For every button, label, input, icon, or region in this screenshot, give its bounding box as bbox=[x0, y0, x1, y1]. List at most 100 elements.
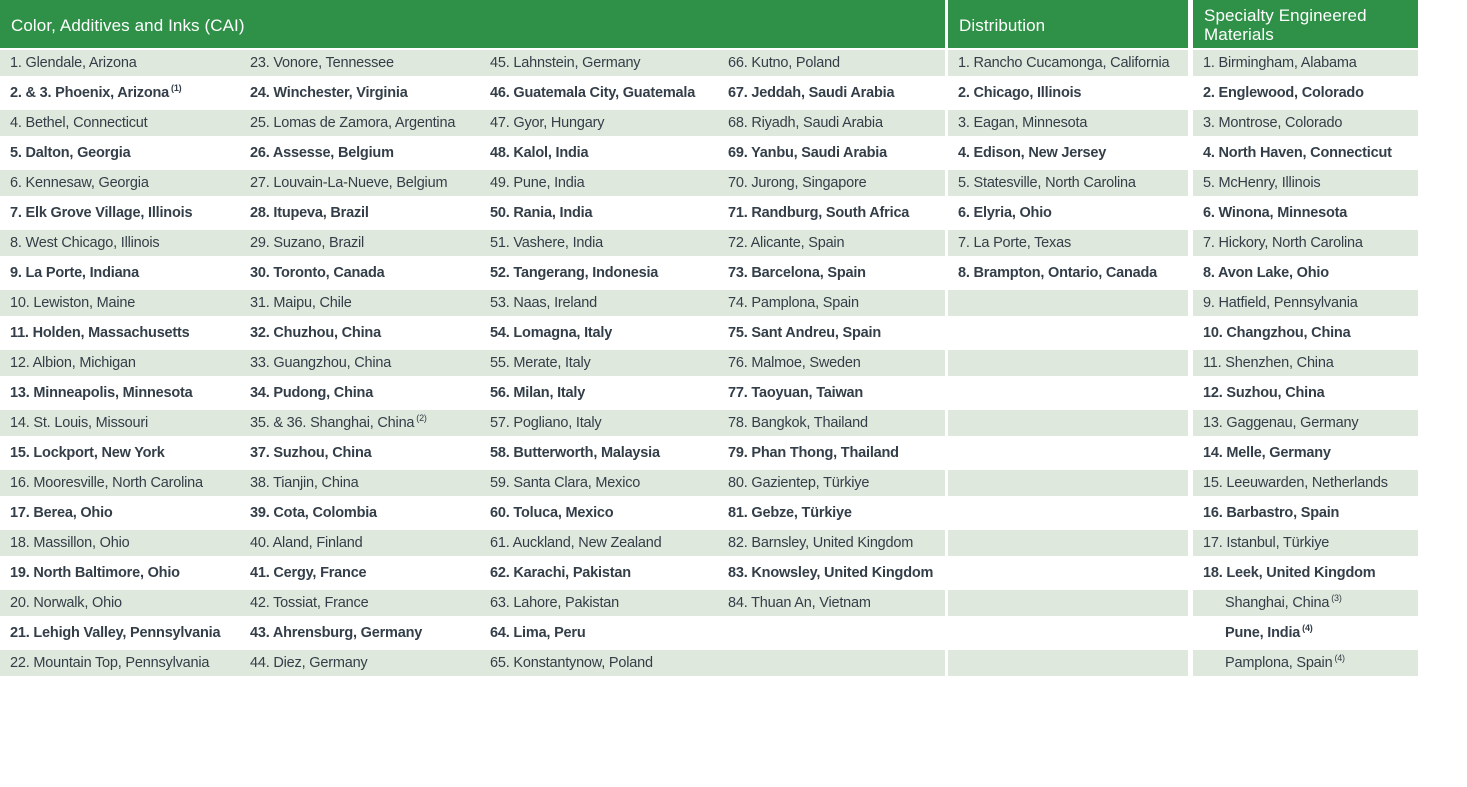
location-text: Pune, India (4) bbox=[1225, 623, 1313, 642]
location-text: 83. Knowsley, United Kingdom bbox=[728, 565, 934, 581]
location-text: 40. Aland, Finland bbox=[250, 535, 363, 551]
location-text: 77. Taoyuan, Taiwan bbox=[728, 385, 864, 401]
location-cell: 69. Yanbu, Saudi Arabia bbox=[718, 138, 945, 168]
location-cell: 31. Maipu, Chile bbox=[240, 288, 480, 318]
table-row: 17. Istanbul, Türkiye bbox=[1193, 528, 1418, 558]
location-text: 54. Lomagna, Italy bbox=[490, 325, 613, 341]
location-text: 51. Vashere, India bbox=[490, 235, 604, 251]
location-text: 59. Santa Clara, Mexico bbox=[490, 475, 641, 491]
location-text: 53. Naas, Ireland bbox=[490, 295, 598, 311]
location-text: 49. Pune, India bbox=[490, 175, 585, 191]
location-cell: 44. Diez, Germany bbox=[240, 648, 480, 678]
location-text: 72. Alicante, Spain bbox=[728, 235, 845, 251]
location-cell: 10. Changzhou, China bbox=[1193, 318, 1418, 348]
location-cell: 21. Lehigh Valley, Pennsylvania bbox=[0, 618, 240, 648]
table-row: 10. Lewiston, Maine 31. Maipu, Chile 53. N… bbox=[0, 288, 945, 318]
footnote-marker: (2) bbox=[416, 413, 427, 423]
location-text: 4. Bethel, Connecticut bbox=[10, 115, 148, 131]
location-cell: 74. Pamplona, Spain bbox=[718, 288, 945, 318]
location-cell: 32. Chuzhou, China bbox=[240, 318, 480, 348]
empty-cell bbox=[948, 618, 1188, 648]
location-text: 7. La Porte, Texas bbox=[958, 235, 1072, 251]
location-cell: 1. Birmingham, Alabama bbox=[1193, 48, 1418, 78]
location-text: 8. West Chicago, Illinois bbox=[10, 235, 160, 251]
location-cell: Shanghai, China (3) bbox=[1193, 588, 1418, 618]
location-text: 75. Sant Andreu, Spain bbox=[728, 325, 881, 341]
footnote-marker: (4) bbox=[1334, 653, 1345, 663]
location-cell: 49. Pune, India bbox=[480, 168, 718, 198]
location-text: 7. Hickory, North Carolina bbox=[1203, 235, 1363, 251]
location-text: 17. Istanbul, Türkiye bbox=[1203, 535, 1330, 551]
table-row bbox=[948, 648, 1188, 678]
location-text: 1. Birmingham, Alabama bbox=[1203, 55, 1357, 71]
table-row: 5. Statesville, North Carolina bbox=[948, 168, 1188, 198]
location-cell: 73. Barcelona, Spain bbox=[718, 258, 945, 288]
location-text: 61. Auckland, New Zealand bbox=[490, 535, 662, 551]
location-text: 32. Chuzhou, China bbox=[250, 325, 381, 341]
table-row bbox=[948, 438, 1188, 468]
location-cell: 7. Hickory, North Carolina bbox=[1193, 228, 1418, 258]
table-row: 14. St. Louis, Missouri 35. & 36. Shangha… bbox=[0, 408, 945, 438]
location-cell: 19. North Baltimore, Ohio bbox=[0, 558, 240, 588]
location-cell: 33. Guangzhou, China bbox=[240, 348, 480, 378]
location-cell: 2. & 3. Phoenix, Arizona (1) bbox=[0, 78, 240, 108]
location-cell: 64. Lima, Peru bbox=[480, 618, 718, 648]
section-sem: Specialty Engineered Materials 1. Birmin… bbox=[1193, 0, 1418, 678]
empty-cell bbox=[948, 468, 1188, 498]
empty-cell bbox=[948, 378, 1188, 408]
table-row bbox=[948, 318, 1188, 348]
table-row: 6. Elyria, Ohio bbox=[948, 198, 1188, 228]
location-text: 29. Suzano, Brazil bbox=[250, 235, 365, 251]
location-text: 13. Minneapolis, Minnesota bbox=[10, 385, 193, 401]
location-text: 10. Changzhou, China bbox=[1203, 325, 1351, 341]
location-text: 71. Randburg, South Africa bbox=[728, 205, 910, 221]
location-cell: 40. Aland, Finland bbox=[240, 528, 480, 558]
location-text: 62. Karachi, Pakistan bbox=[490, 565, 631, 581]
location-cell: 46. Guatemala City, Guatemala bbox=[480, 78, 718, 108]
table-row: 14. Melle, Germany bbox=[1193, 438, 1418, 468]
location-cell: 11. Holden, Massachusetts bbox=[0, 318, 240, 348]
table-row: 10. Changzhou, China bbox=[1193, 318, 1418, 348]
location-text: 11. Holden, Massachusetts bbox=[10, 325, 190, 341]
location-text: 19. North Baltimore, Ohio bbox=[10, 565, 180, 581]
location-cell: 4. Edison, New Jersey bbox=[948, 138, 1188, 168]
location-text: 18. Leek, United Kingdom bbox=[1203, 565, 1376, 581]
section-body-cai: 1. Glendale, Arizona 23. Vonore, Tennesse… bbox=[0, 48, 945, 678]
table-row: 8. Avon Lake, Ohio bbox=[1193, 258, 1418, 288]
location-cell: 6. Elyria, Ohio bbox=[948, 198, 1188, 228]
location-text: 43. Ahrensburg, Germany bbox=[250, 625, 423, 641]
location-text: 1. Glendale, Arizona bbox=[10, 55, 137, 71]
location-text: 11. Shenzhen, China bbox=[1203, 355, 1334, 371]
section-distribution: Distribution 1. Rancho Cucamonga, Califo… bbox=[948, 0, 1188, 678]
location-cell: 13. Gaggenau, Germany bbox=[1193, 408, 1418, 438]
section-header-distribution: Distribution bbox=[948, 0, 1188, 48]
location-cell: 12. Albion, Michigan bbox=[0, 348, 240, 378]
table-row: 9. La Porte, Indiana 30. Toronto, Canada 5… bbox=[0, 258, 945, 288]
location-cell: 16. Barbastro, Spain bbox=[1193, 498, 1418, 528]
table-row: 16. Mooresville, North Carolina 38. Tianj… bbox=[0, 468, 945, 498]
location-text: 82. Barnsley, United Kingdom bbox=[728, 535, 914, 551]
location-cell: 30. Toronto, Canada bbox=[240, 258, 480, 288]
location-cell: 6. Winona, Minnesota bbox=[1193, 198, 1418, 228]
table-row bbox=[948, 408, 1188, 438]
location-text: 15. Lockport, New York bbox=[10, 445, 165, 461]
table-row: 15. Leeuwarden, Netherlands bbox=[1193, 468, 1418, 498]
location-text: 6. Elyria, Ohio bbox=[958, 205, 1052, 221]
location-text: 41. Cergy, France bbox=[250, 565, 367, 581]
location-cell: 1. Glendale, Arizona bbox=[0, 48, 240, 78]
location-text: 70. Jurong, Singapore bbox=[728, 175, 867, 191]
table-row: 2. & 3. Phoenix, Arizona (1) 24. Wincheste… bbox=[0, 78, 945, 108]
location-cell: 52. Tangerang, Indonesia bbox=[480, 258, 718, 288]
location-text: 65. Konstantynow, Poland bbox=[490, 655, 653, 671]
table-row bbox=[948, 348, 1188, 378]
location-text: 9. Hatfield, Pennsylvania bbox=[1203, 295, 1358, 311]
location-text: 6. Winona, Minnesota bbox=[1203, 205, 1348, 221]
location-cell: 54. Lomagna, Italy bbox=[480, 318, 718, 348]
empty-cell bbox=[948, 348, 1188, 378]
location-text: 6. Kennesaw, Georgia bbox=[10, 175, 149, 191]
table-row: 7. Elk Grove Village, Illinois 28. Itupev… bbox=[0, 198, 945, 228]
location-text: 55. Merate, Italy bbox=[490, 355, 591, 371]
location-text: Pamplona, Spain (4) bbox=[1225, 653, 1345, 672]
location-cell: 4. Bethel, Connecticut bbox=[0, 108, 240, 138]
location-text: 78. Bangkok, Thailand bbox=[728, 415, 868, 431]
